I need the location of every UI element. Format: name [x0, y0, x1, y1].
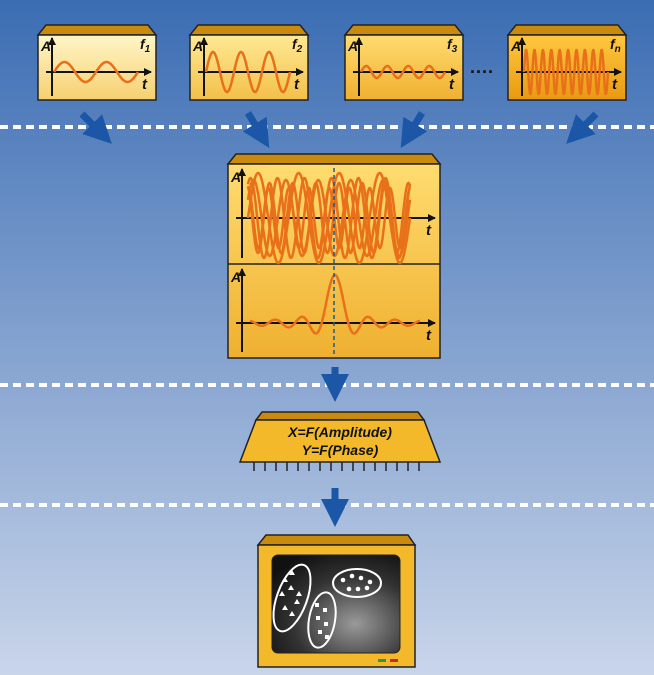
axis-label-t: t — [142, 76, 148, 93]
frequency-subscript: n — [615, 44, 621, 55]
square-dot — [315, 603, 319, 607]
axis-label-a: A — [510, 38, 521, 54]
frequency-wave — [359, 64, 447, 80]
box-front — [189, 34, 309, 101]
triangle-dot — [279, 591, 285, 596]
axis-label-t: t — [449, 76, 455, 93]
axis-label-t: t — [294, 76, 300, 93]
axis-label-t: t — [426, 222, 432, 239]
chip-line2: Y=F(Phase) — [302, 442, 379, 458]
triangle-dot — [294, 599, 300, 604]
frequency-label: f2 — [292, 36, 303, 55]
round-dot — [364, 585, 370, 591]
triangle-dot — [288, 585, 294, 590]
box-top — [506, 24, 628, 36]
frequency-subscript: 3 — [452, 44, 458, 55]
square-dot — [324, 622, 328, 626]
axis-label-a: A — [230, 269, 241, 285]
frequency-label: fn — [610, 36, 621, 55]
monitor — [256, 534, 417, 668]
square-dot — [316, 616, 320, 620]
axis-label-t: t — [426, 327, 432, 344]
pulse-wave — [249, 273, 421, 335]
frequency-subscript: 1 — [145, 44, 151, 55]
triangle-dot — [289, 570, 295, 575]
round-dot — [358, 575, 364, 581]
triangle-dot — [296, 591, 302, 596]
round-dot — [355, 586, 361, 592]
round-dot — [349, 573, 355, 579]
square-dot — [323, 608, 327, 612]
frequency-wave — [204, 50, 292, 94]
summed-wave — [246, 181, 412, 255]
frequency-base: f — [140, 36, 146, 52]
round-dot — [340, 577, 346, 583]
box-top — [226, 153, 442, 165]
square-dot — [318, 630, 322, 634]
triangle-dot — [289, 611, 295, 616]
arrows — [79, 111, 599, 527]
frequency-wave — [522, 48, 610, 96]
frequency-label: f1 — [140, 36, 151, 55]
axis-label-a: A — [40, 38, 51, 54]
axis-label-a: A — [192, 38, 203, 54]
box-top — [188, 24, 310, 36]
frequency-wave — [52, 60, 139, 84]
triangle-dot — [282, 605, 288, 610]
chip-line1: X=F(Amplitude) — [287, 424, 392, 440]
frequency-label: f3 — [447, 36, 458, 55]
chip: X=F(Amplitude) Y=F(Phase) — [238, 411, 442, 463]
frequency-base: f — [292, 36, 298, 52]
box-top — [343, 24, 465, 36]
frequency-base: f — [447, 36, 453, 52]
round-dot — [346, 586, 352, 592]
box-top — [36, 24, 158, 36]
frequency-subscript: 2 — [296, 44, 303, 55]
ellipsis: .... — [470, 57, 494, 77]
triangle-dot — [282, 577, 288, 582]
axis-label-t: t — [612, 76, 618, 93]
frequency-base: f — [610, 36, 616, 52]
square-dot — [325, 635, 329, 639]
axis-label-a: A — [230, 169, 241, 185]
axis-label-a: A — [347, 38, 358, 54]
round-dot — [367, 579, 373, 585]
summed-wave — [247, 186, 412, 250]
